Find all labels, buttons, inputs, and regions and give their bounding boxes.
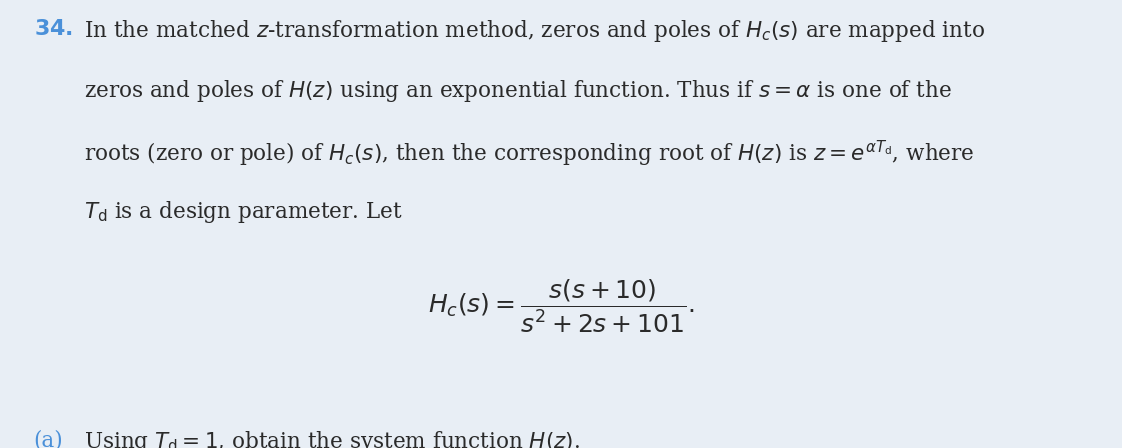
- Text: $T_\mathrm{d}$ is a design parameter. Let: $T_\mathrm{d}$ is a design parameter. Le…: [84, 199, 403, 225]
- Text: In the matched $z$-transformation method, zeros and poles of $H_c(s)$ are mapped: In the matched $z$-transformation method…: [84, 18, 985, 44]
- Text: $\mathbf{34.}$: $\mathbf{34.}$: [34, 18, 73, 40]
- Text: (a): (a): [34, 429, 64, 448]
- Text: Using $T_\mathrm{d} = 1$, obtain the system function $H(z)$.: Using $T_\mathrm{d} = 1$, obtain the sys…: [84, 429, 580, 448]
- Text: $H_c(s) = \dfrac{s(s + 10)}{s^2 + 2s + 101}.$: $H_c(s) = \dfrac{s(s + 10)}{s^2 + 2s + 1…: [427, 278, 695, 335]
- Text: zeros and poles of $H(z)$ using an exponential function. Thus if $s = \alpha$ is: zeros and poles of $H(z)$ using an expon…: [84, 78, 953, 104]
- Text: roots (zero or pole) of $H_c(s)$, then the corresponding root of $H(z)$ is $z = : roots (zero or pole) of $H_c(s)$, then t…: [84, 139, 975, 169]
